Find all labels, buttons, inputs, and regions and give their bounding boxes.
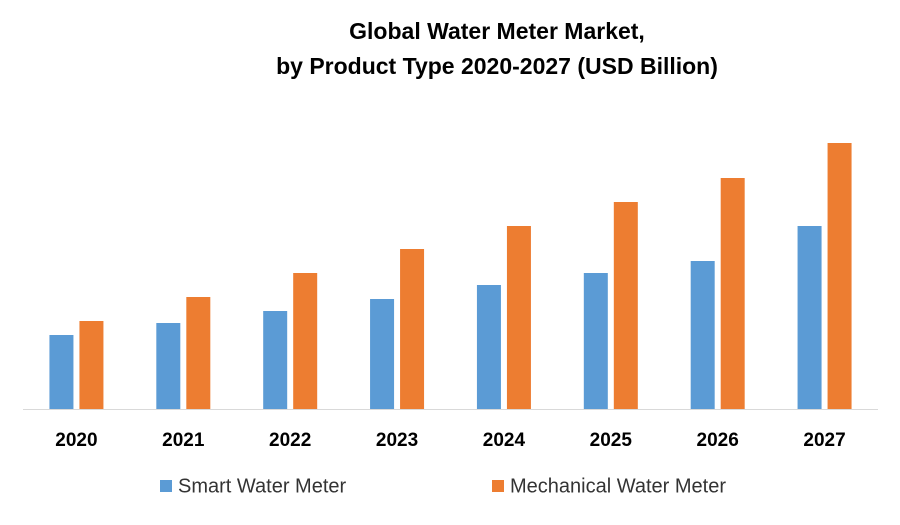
bar [506,226,531,409]
x-tick-label: 2027 [803,430,845,451]
chart-subtitle: by Product Type 2020-2027 (USD Billion) [276,53,718,79]
legend-label: Mechanical Water Meter [510,475,726,497]
legend-swatch [492,480,504,492]
legend-label: Smart Water Meter [178,475,347,497]
bar [720,178,745,409]
bar [613,202,638,409]
bar [370,299,395,409]
x-tick-label: 2024 [483,430,526,451]
x-tick-label: 2023 [376,430,418,451]
bar [79,321,104,409]
x-tick-label: 2022 [269,430,311,451]
x-tick-label: 2026 [697,430,739,451]
x-tick-label: 2021 [162,430,205,451]
bar [49,335,74,409]
bar [827,143,852,409]
bar [797,226,822,409]
bar [156,323,181,409]
bar [476,285,501,409]
bar [293,273,318,409]
x-tick-label: 2020 [55,430,97,451]
bar [583,273,608,409]
bar [263,311,288,409]
x-tick-label: 2025 [590,430,633,451]
chart-title: Global Water Meter Market, [349,18,645,44]
bar [400,249,425,409]
bar [186,297,211,409]
legend-swatch [160,480,172,492]
bar [690,261,715,409]
